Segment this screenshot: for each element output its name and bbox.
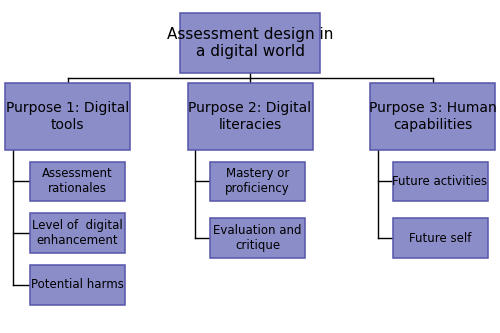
Text: Future activities: Future activities [392,175,488,188]
FancyBboxPatch shape [30,162,125,201]
Text: Future self: Future self [409,231,471,245]
FancyBboxPatch shape [30,213,125,253]
Text: Assessment
rationales: Assessment rationales [42,167,113,195]
Text: Evaluation and
critique: Evaluation and critique [213,224,302,252]
Text: Potential harms: Potential harms [31,278,124,291]
FancyBboxPatch shape [188,83,312,150]
FancyBboxPatch shape [392,218,488,258]
FancyBboxPatch shape [210,218,305,258]
Text: Level of  digital
enhancement: Level of digital enhancement [32,219,123,247]
FancyBboxPatch shape [392,162,488,201]
FancyBboxPatch shape [5,83,130,150]
Text: Assessment design in
a digital world: Assessment design in a digital world [167,27,333,60]
Text: Purpose 3: Human
capabilities: Purpose 3: Human capabilities [368,102,496,132]
Text: Mastery or
proficiency: Mastery or proficiency [225,167,290,195]
FancyBboxPatch shape [180,13,320,73]
Text: Purpose 1: Digital
tools: Purpose 1: Digital tools [6,102,129,132]
FancyBboxPatch shape [30,265,125,305]
FancyBboxPatch shape [210,162,305,201]
Text: Purpose 2: Digital
literacies: Purpose 2: Digital literacies [188,102,312,132]
FancyBboxPatch shape [370,83,495,150]
